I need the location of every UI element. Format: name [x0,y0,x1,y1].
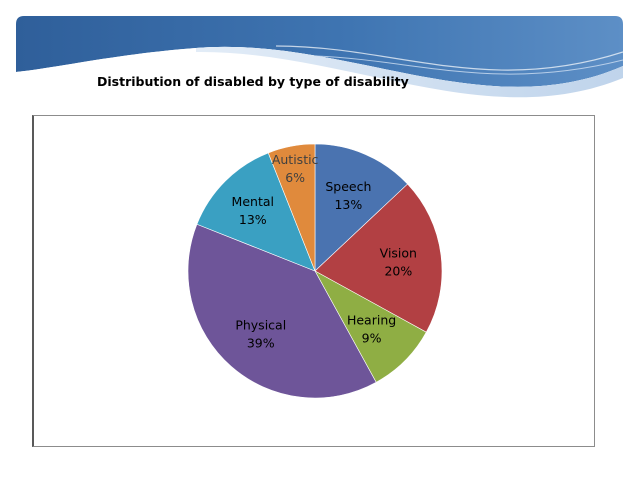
slice-value-speech: 13% [334,197,362,212]
pie-slice-vision [314,183,443,333]
slice-value-hearing: 9% [362,331,382,346]
pie-chart: Speech 13% Vision 20% Hearing 9% Physical 39% Me… [187,143,443,399]
slice-label-physical: Physical [235,318,286,333]
slice-value-vision: 20% [384,263,412,278]
slice-value-mental: 13% [239,212,267,227]
slice-value-physical: 39% [247,336,275,351]
slice-label-vision: Vision [380,245,417,260]
pie-slice-autistic [267,143,316,272]
slice-value-autistic: 6% [285,170,305,185]
slice-label-autistic: Autistic [272,152,319,167]
slide-title: Distribution of disabled by type of disa… [97,74,409,89]
chart-frame: Speech 13% Vision 20% Hearing 9% Physical 39% Me… [32,115,595,447]
pie-slice-speech [314,143,409,272]
pie-slice-physical [187,223,377,399]
header-banner [16,16,623,112]
pie-slice-mental [196,152,316,272]
slice-label-speech: Speech [325,179,371,194]
slice-label-mental: Mental [232,194,274,209]
slice-label-hearing: Hearing [347,313,396,328]
